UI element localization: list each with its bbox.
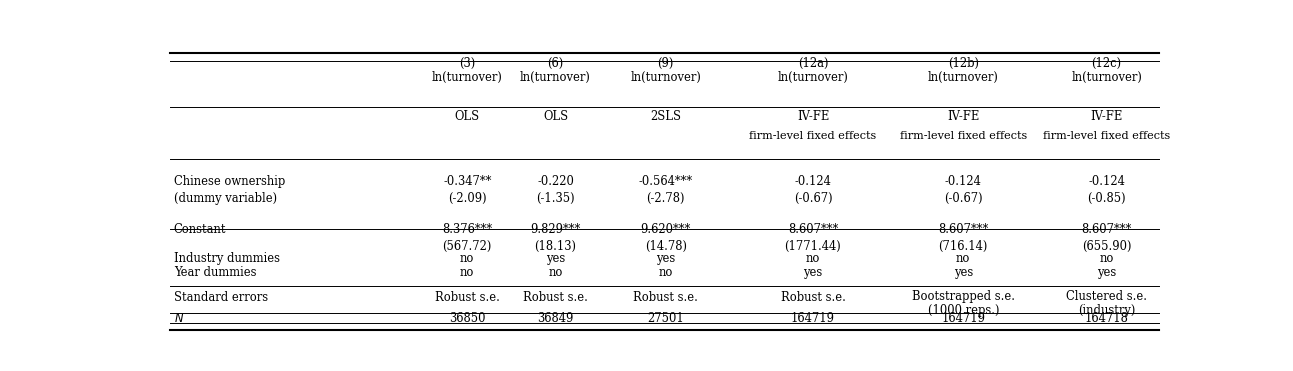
Text: 8.607***: 8.607*** [787,223,838,236]
Text: (3): (3) [459,58,476,70]
Text: (14.78): (14.78) [645,240,687,253]
Text: yes: yes [1096,266,1116,279]
Text: firm-level fixed effects: firm-level fixed effects [1043,131,1170,141]
Text: ln(turnover): ln(turnover) [1071,71,1142,84]
Text: Robust s.e.: Robust s.e. [522,291,588,304]
Text: -0.220: -0.220 [537,175,574,188]
Text: Robust s.e.: Robust s.e. [781,291,846,304]
Text: ln(turnover): ln(turnover) [630,71,701,84]
Text: (1000 reps.): (1000 reps.) [927,303,999,316]
Text: yes: yes [803,266,822,279]
Text: (dummy variable): (dummy variable) [173,192,277,205]
Text: (-0.67): (-0.67) [944,192,983,205]
Text: Chinese ownership: Chinese ownership [173,175,284,188]
Text: no: no [548,266,562,279]
Text: Robust s.e.: Robust s.e. [634,291,698,304]
Text: 27501: 27501 [648,312,684,325]
Text: $N$: $N$ [173,312,184,325]
Text: -0.564***: -0.564*** [639,175,693,188]
Text: (industry): (industry) [1078,303,1135,316]
Text: no: no [460,266,475,279]
Text: 8.607***: 8.607*** [1081,223,1131,236]
Text: (12c): (12c) [1091,58,1121,70]
Text: no: no [460,252,475,265]
Text: 9.620***: 9.620*** [640,223,690,236]
Text: no: no [658,266,672,279]
Text: (-0.67): (-0.67) [794,192,833,205]
Text: (18.13): (18.13) [534,240,577,253]
Text: (12a): (12a) [798,58,829,70]
Text: no: no [806,252,820,265]
Text: Constant: Constant [173,223,226,236]
Text: 36849: 36849 [538,312,574,325]
Text: (-0.85): (-0.85) [1087,192,1126,205]
Text: Robust s.e.: Robust s.e. [434,291,499,304]
Text: Clustered s.e.: Clustered s.e. [1067,290,1147,303]
Text: 36850: 36850 [449,312,485,325]
Text: ln(turnover): ln(turnover) [432,71,503,84]
Text: yes: yes [656,252,675,265]
Text: (567.72): (567.72) [442,240,491,253]
Text: no: no [956,252,971,265]
Text: Standard errors: Standard errors [173,291,268,304]
Text: yes: yes [954,266,972,279]
Text: Bootstrapped s.e.: Bootstrapped s.e. [912,290,1015,303]
Text: ln(turnover): ln(turnover) [777,71,848,84]
Text: firm-level fixed effects: firm-level fixed effects [900,131,1027,141]
Text: ln(turnover): ln(turnover) [520,71,591,84]
Text: ln(turnover): ln(turnover) [928,71,998,84]
Text: (-1.35): (-1.35) [537,192,575,205]
Text: OLS: OLS [455,110,480,123]
Text: (655.90): (655.90) [1082,240,1131,253]
Text: Year dummies: Year dummies [173,266,256,279]
Text: (12b): (12b) [948,58,979,70]
Text: -0.124: -0.124 [794,175,831,188]
Text: yes: yes [546,252,565,265]
Text: IV-FE: IV-FE [796,110,829,123]
Text: Industry dummies: Industry dummies [173,252,279,265]
Text: IV-FE: IV-FE [948,110,979,123]
Text: 2SLS: 2SLS [650,110,681,123]
Text: no: no [1099,252,1113,265]
Text: (-2.09): (-2.09) [447,192,486,205]
Text: 8.607***: 8.607*** [939,223,988,236]
Text: 164718: 164718 [1085,312,1129,325]
Text: -0.347**: -0.347** [443,175,491,188]
Text: 9.829***: 9.829*** [530,223,581,236]
Text: 8.376***: 8.376*** [442,223,493,236]
Text: IV-FE: IV-FE [1090,110,1122,123]
Text: (6): (6) [547,58,564,70]
Text: OLS: OLS [543,110,568,123]
Text: (-2.78): (-2.78) [646,192,685,205]
Text: -0.124: -0.124 [945,175,981,188]
Text: (716.14): (716.14) [939,240,988,253]
Text: 164719: 164719 [791,312,835,325]
Text: -0.124: -0.124 [1089,175,1125,188]
Text: firm-level fixed effects: firm-level fixed effects [750,131,877,141]
Text: (1771.44): (1771.44) [785,240,842,253]
Text: 164719: 164719 [941,312,985,325]
Text: (9): (9) [657,58,674,70]
